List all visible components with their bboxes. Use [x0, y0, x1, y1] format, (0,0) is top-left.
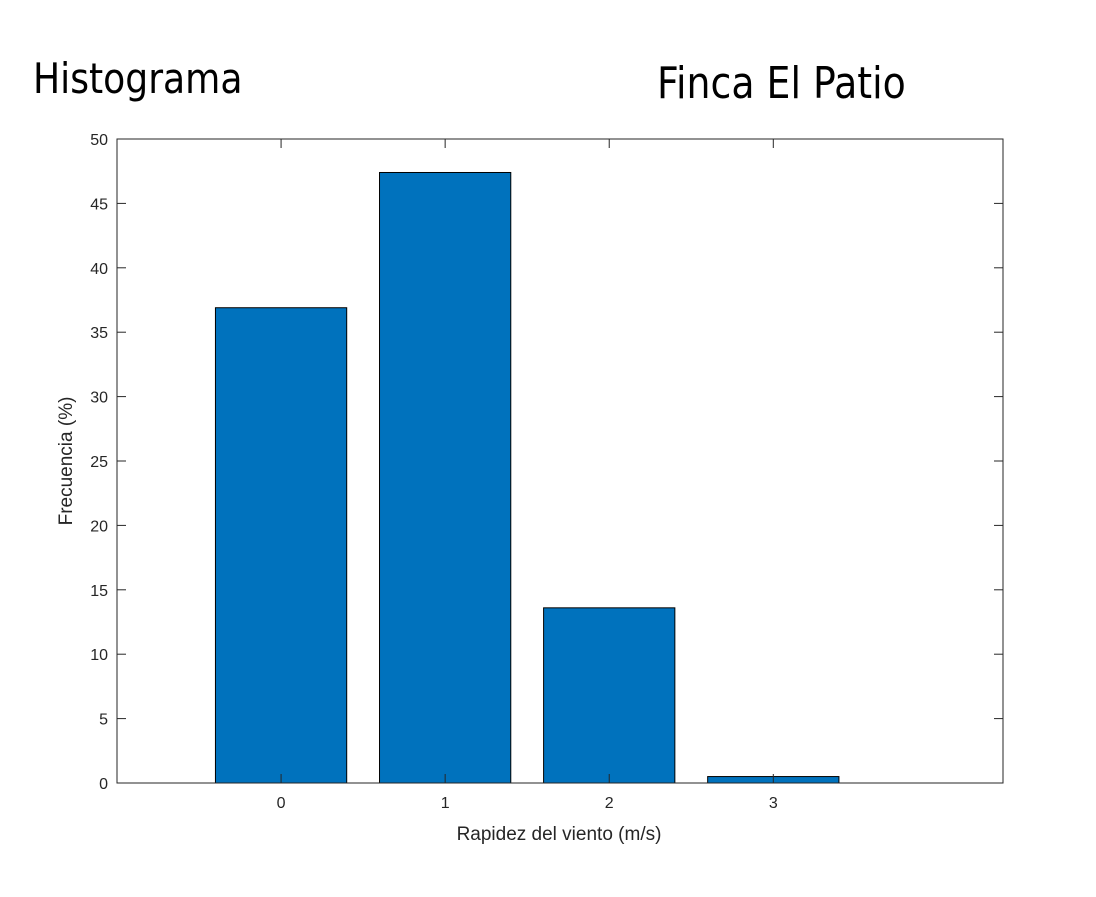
x-tick-label: 2 [605, 795, 614, 812]
y-tick-label: 40 [90, 261, 108, 278]
x-tick-label: 1 [441, 795, 450, 812]
bars-group [214, 171, 840, 784]
bar-1 [379, 171, 512, 784]
y-tick-label: 0 [99, 776, 108, 793]
bar-0 [214, 307, 348, 784]
x-tick-label: 0 [277, 795, 286, 812]
y-tick-label: 50 [90, 132, 108, 149]
y-tick-label: 35 [90, 325, 108, 342]
bar-2 [543, 607, 676, 784]
y-axis-label: Frecuencia (%) [56, 397, 77, 526]
x-tick-label: 3 [769, 795, 778, 812]
y-tick-label: 10 [90, 647, 108, 664]
y-tick-label: 30 [90, 390, 108, 407]
chart-title-right: Finca El Patio [657, 58, 906, 109]
chart-title-left: Histograma [33, 54, 243, 103]
y-tick-label: 5 [99, 712, 108, 729]
y-ticks-group: 0 5 10 15 20 25 30 35 40 45 50 [90, 132, 1003, 793]
y-tick-label: 15 [90, 583, 108, 600]
x-ticks-group: 0 1 2 3 [277, 139, 778, 812]
y-tick-label: 20 [90, 518, 108, 535]
x-axis-label: Rapidez del viento (m/s) [457, 824, 662, 845]
y-tick-label: 45 [90, 196, 108, 213]
y-tick-label: 25 [90, 454, 108, 471]
